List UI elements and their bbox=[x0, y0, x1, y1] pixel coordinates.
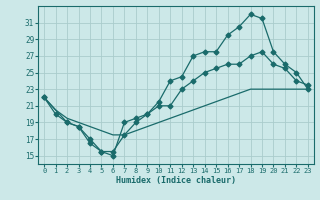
X-axis label: Humidex (Indice chaleur): Humidex (Indice chaleur) bbox=[116, 176, 236, 185]
